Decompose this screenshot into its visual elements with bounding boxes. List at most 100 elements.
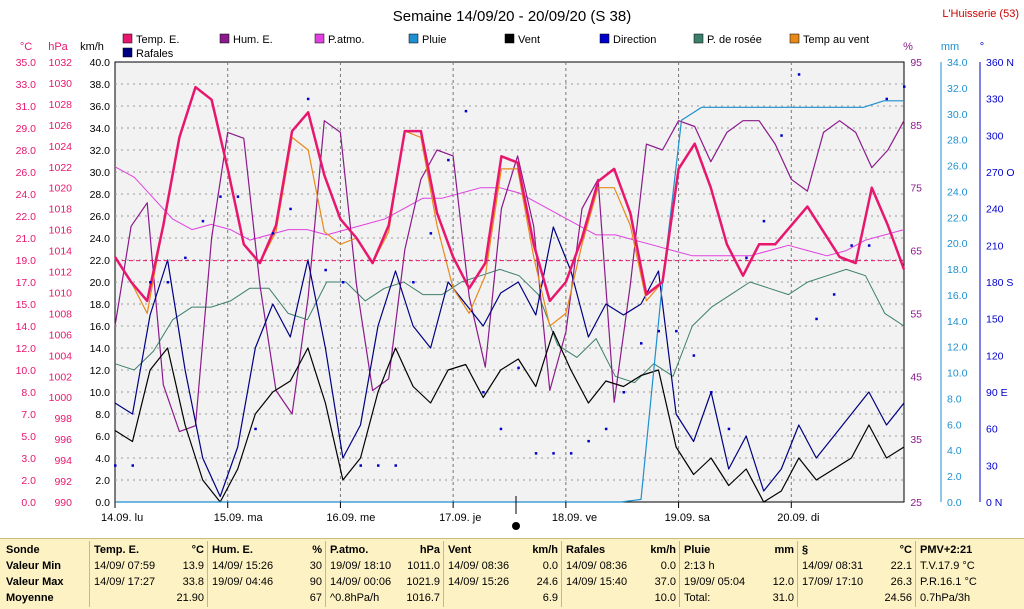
stats-column: Temp. E. °C 14/09/ 07:59 13.9 14/09/ 17:27 33… (94, 542, 204, 606)
x-tick-label: 19.09. sa (665, 512, 711, 524)
x-tick-label: 18.09. ve (552, 512, 597, 524)
direction-point (464, 109, 468, 113)
stats-column: Rafales km/h 14/09/ 08:36 0.0 14/09/ 15:40 37… (566, 542, 676, 606)
direction-point (534, 452, 538, 455)
temp-tick-label: 3.0 (21, 453, 36, 465)
direction-point (604, 427, 608, 431)
hum-unit-label: % (903, 41, 913, 53)
series-line-pluie (115, 100, 904, 503)
legend-swatch (504, 33, 515, 44)
dir-tick-label: 330 (986, 94, 1004, 106)
rain-tick-label: 14.0 (947, 316, 968, 328)
stats-column-header: PMV+2:21 (920, 542, 1020, 558)
stats-cell-value: 0.0 (542, 560, 558, 572)
stats-cell-row: 6.9 (448, 590, 558, 606)
wind-tick-label: 8.0 (95, 409, 110, 421)
stats-cell-value: 13.9 (182, 560, 204, 572)
stats-cell-time: 17/09/ 17:10 (802, 576, 864, 588)
stats-cell-value: 1011.0 (407, 560, 440, 572)
stats-separator (443, 541, 444, 607)
legend-label: Vent (518, 34, 540, 46)
weather-chart: Semaine 14/09/20 - 20/09/20 (S 38) L'Hui… (15, 8, 1019, 530)
wind-tick-label: 20.0 (90, 277, 111, 289)
press-tick-label: 994 (54, 455, 72, 467)
wind-tick-label: 38.0 (90, 79, 111, 91)
stats-column-title: P.atmo. (330, 544, 369, 556)
dir-tick-label: 210 (986, 240, 1004, 252)
stats-cell-value: 33.8 (182, 576, 204, 588)
stats-cell-value: 31.0 (772, 592, 794, 604)
direction-point (306, 97, 310, 101)
press-tick-label: 992 (54, 476, 72, 488)
press-tick-label: 1030 (49, 78, 73, 90)
temp-tick-label: 28.0 (16, 145, 37, 157)
direction-point (429, 232, 433, 235)
rain-tick-label: 26.0 (947, 161, 968, 173)
direction-point (184, 256, 187, 260)
legend: Temp. E. Hum. E. P.atmo. Pluie Vent Direction… (122, 33, 869, 60)
x-tick-label: 16.09. me (326, 512, 375, 524)
rain-tick-label: 6.0 (947, 419, 962, 431)
direction-point (149, 281, 152, 284)
wind-tick-label: 36.0 (90, 101, 111, 113)
dir-tick-label: 240 (986, 204, 1004, 216)
direction-point (341, 281, 345, 284)
direction-point (482, 391, 485, 394)
stats-row-label: Valeur Min (6, 560, 62, 572)
press-tick-label: 1010 (49, 287, 73, 299)
stats-column-title: Rafales (566, 544, 606, 556)
wind-tick-label: 24.0 (90, 233, 111, 245)
legend-swatch (599, 33, 610, 44)
direction-point (780, 134, 783, 137)
legend-swatch (122, 47, 133, 58)
stats-cell-row: T.V.17.9 °C (920, 558, 1020, 574)
press-tick-label: 1026 (49, 120, 73, 132)
rain-tick-label: 2.0 (947, 471, 962, 483)
stats-cell-row: 14/09/ 17:27 33.8 (94, 574, 204, 590)
stats-cell-row: 19/09/ 05:04 12.0 (684, 574, 794, 590)
direction-point (587, 439, 590, 443)
dir-tick-label: 360 N (986, 57, 1014, 69)
direction-point (517, 366, 520, 370)
stats-cell-value: 12.0 (772, 576, 794, 588)
stats-separator (561, 541, 562, 607)
stats-column-unit: % (312, 544, 322, 556)
stats-column: § °C 14/09/ 08:31 22.1 17/09/ 17:10 26.3 24.56 (802, 542, 912, 606)
wind-tick-label: 18.0 (90, 299, 111, 311)
stats-column: P.atmo. hPa 19/09/ 18:10 1011.0 14/09/ 00:06… (330, 542, 440, 606)
stats-column-title: PMV+2:21 (920, 544, 973, 556)
station-name: L'Huisserie (53) (942, 8, 1019, 20)
direction-point (622, 391, 625, 394)
wind-tick-label: 6.0 (95, 431, 110, 443)
direction-point (289, 207, 292, 211)
rain-tick-label: 0.0 (947, 497, 962, 509)
x-tick-label: 14.09. lu (101, 512, 143, 524)
stats-cell-value: 1016.7 (406, 592, 440, 604)
stats-cell-value: 90 (309, 576, 322, 588)
direction-point (412, 281, 415, 284)
stats-cell-value: 24.6 (536, 576, 558, 588)
temp-tick-label: 35.0 (16, 57, 37, 69)
stats-cell-time: 14/09/ 08:36 (448, 560, 510, 572)
direction-point (762, 219, 766, 223)
wind-tick-label: 0.0 (95, 497, 110, 509)
hum-tick-label: 35 (910, 434, 922, 446)
wind-tick-label: 22.0 (90, 255, 111, 267)
wind-tick-label: 14.0 (90, 343, 111, 355)
stats-column-unit: °C (191, 544, 204, 556)
stats-cell-value: 6.9 (542, 592, 558, 604)
plot-area (114, 61, 905, 503)
direction-point (236, 195, 240, 198)
stats-column-unit: km/h (650, 544, 676, 556)
direction-point (394, 464, 397, 467)
temp-tick-label: 5.0 (21, 431, 36, 443)
wind-tick-label: 34.0 (90, 123, 111, 135)
dir-tick-label: 60 (986, 424, 998, 436)
chart-title: Semaine 14/09/20 - 20/09/20 (S 38) (393, 8, 632, 25)
legend-label: P.atmo. (328, 34, 365, 46)
stats-cell-time: 2:13 h (684, 560, 715, 572)
direction-point (745, 256, 748, 260)
temp-tick-label: 17.0 (16, 277, 37, 289)
rain-tick-label: 22.0 (947, 212, 968, 224)
stats-column: PMV+2:21 T.V.17.9 °C P.R.16.1 °C 0.7hPa/3h (920, 542, 1020, 606)
